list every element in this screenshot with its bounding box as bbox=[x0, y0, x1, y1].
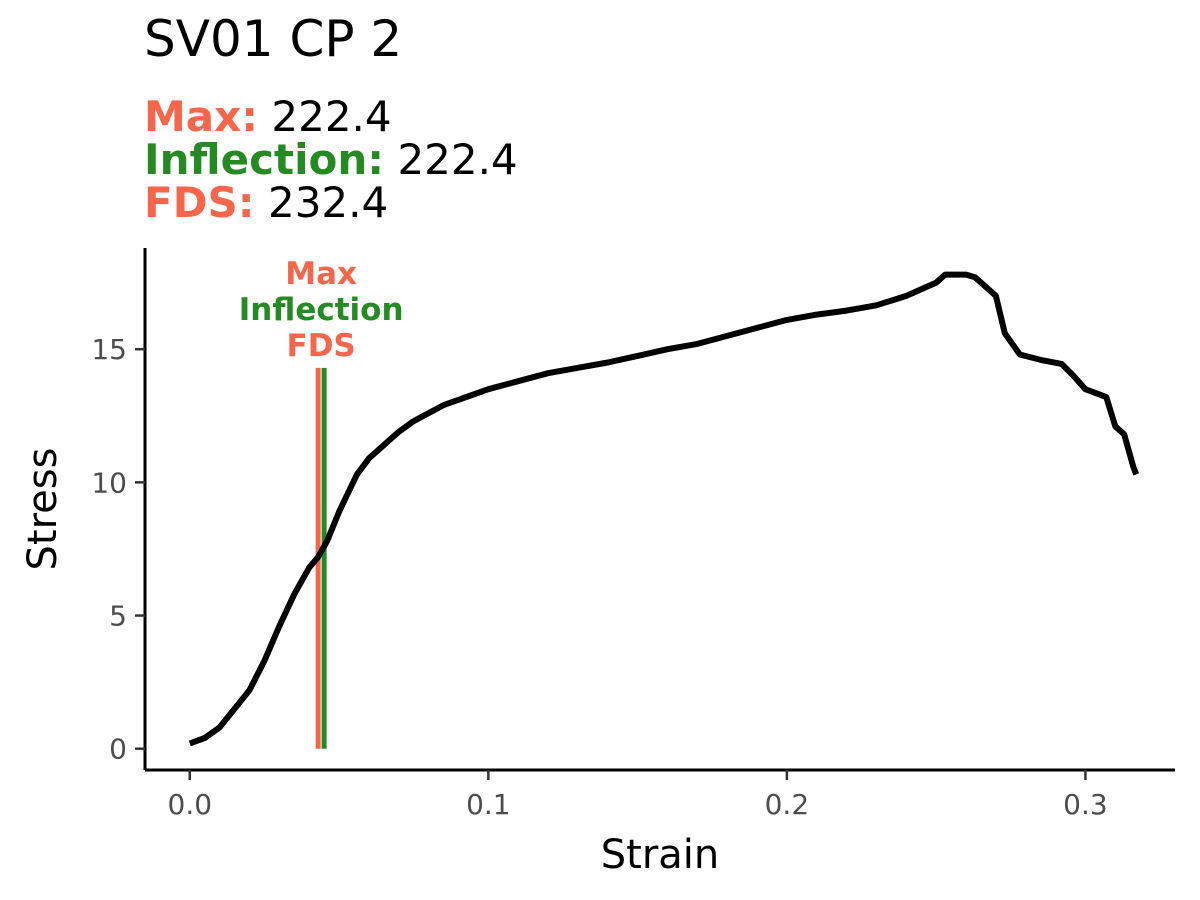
subtitle-inflection-label: Inflection: bbox=[144, 135, 385, 184]
annotation-fds: FDS bbox=[287, 328, 356, 364]
subtitle-fds: FDS: 232.4 bbox=[144, 182, 388, 224]
subtitle-inflection: Inflection: 222.4 bbox=[144, 139, 518, 181]
y-tick-label: 5 bbox=[109, 600, 127, 633]
x-axis-label: Strain bbox=[601, 832, 720, 878]
x-tick-label: 0.0 bbox=[168, 788, 213, 821]
subtitle-max-value: 222.4 bbox=[271, 92, 392, 141]
x-tick-label: 0.2 bbox=[765, 788, 810, 821]
x-tick-label: 0.3 bbox=[1063, 788, 1108, 821]
subtitle-max-label: Max: bbox=[144, 92, 259, 141]
annotation-max: Max bbox=[285, 256, 357, 292]
chart-title: SV01 CP 2 bbox=[144, 10, 403, 68]
x-tick-label: 0.1 bbox=[466, 788, 511, 821]
y-axis-label: Stress bbox=[20, 448, 66, 571]
subtitle-inflection-value: 222.4 bbox=[397, 135, 518, 184]
stress-strain-line bbox=[188, 271, 1140, 747]
y-tick-label: 0 bbox=[109, 733, 127, 766]
subtitle-fds-value: 232.4 bbox=[267, 178, 389, 227]
y-tick-label: 15 bbox=[91, 333, 127, 366]
y-tick-label: 10 bbox=[91, 466, 127, 499]
annotation-inflection: Inflection bbox=[239, 292, 404, 328]
subtitle-fds-label: FDS: bbox=[144, 178, 255, 227]
subtitle-max: Max: 222.4 bbox=[144, 96, 392, 138]
